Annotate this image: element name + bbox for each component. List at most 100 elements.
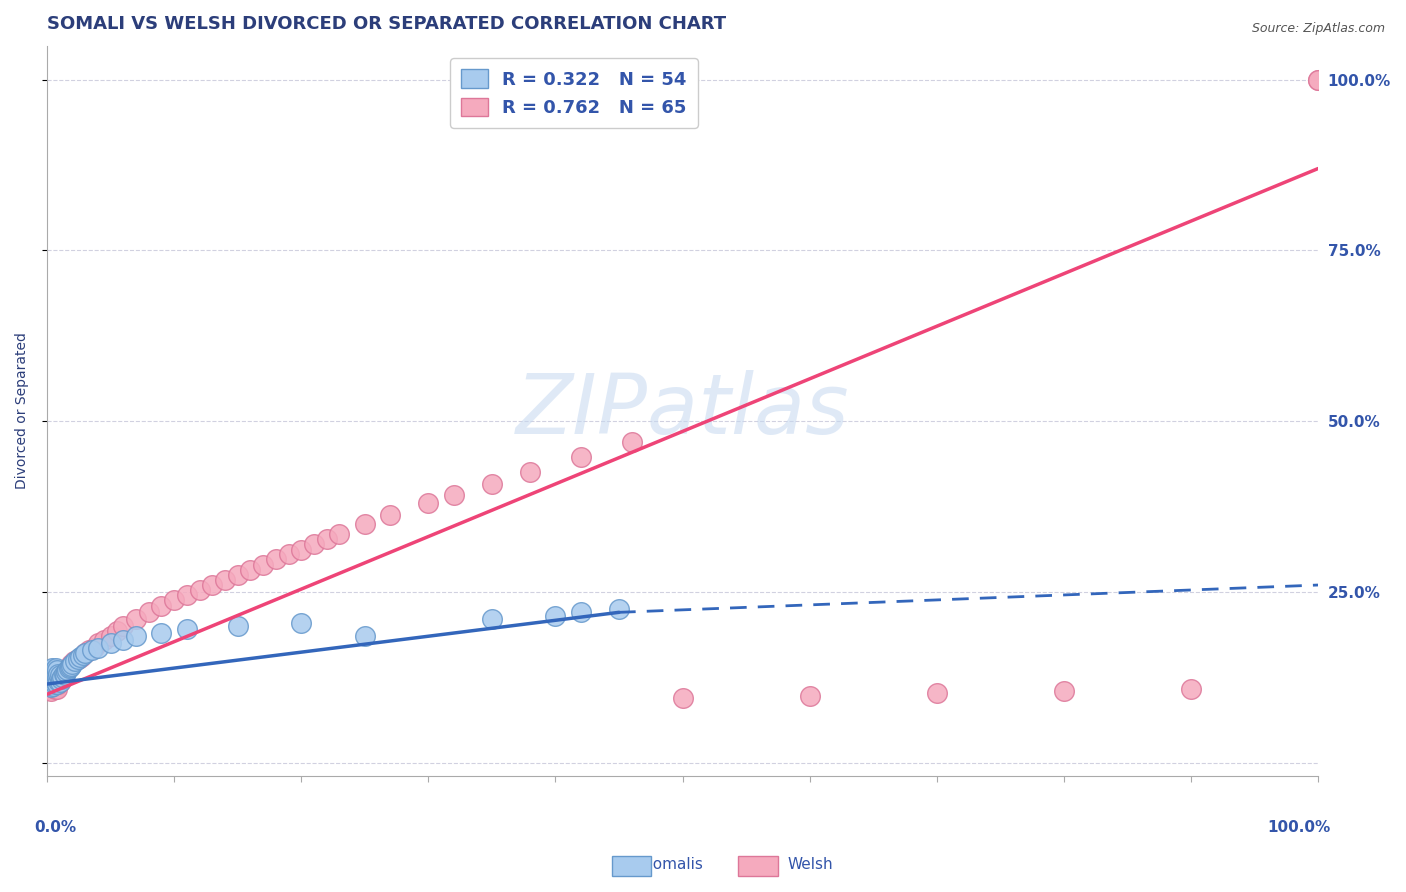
Point bbox=[188, 583, 211, 598]
Point bbox=[45, 668, 67, 682]
Point bbox=[55, 665, 77, 680]
Point bbox=[39, 673, 62, 688]
Point bbox=[201, 578, 224, 592]
Point bbox=[87, 640, 110, 655]
Point bbox=[353, 516, 375, 531]
Point bbox=[226, 567, 249, 582]
Point bbox=[138, 605, 160, 619]
Point bbox=[60, 657, 83, 671]
Point bbox=[87, 636, 110, 650]
Point bbox=[45, 661, 67, 675]
Point bbox=[41, 661, 63, 675]
Point bbox=[290, 542, 312, 557]
Point bbox=[37, 677, 59, 691]
Point bbox=[62, 657, 84, 671]
Text: 0.0%: 0.0% bbox=[34, 820, 76, 835]
Point bbox=[93, 632, 115, 647]
Point bbox=[49, 672, 72, 686]
Point bbox=[75, 646, 97, 660]
Point bbox=[39, 683, 62, 698]
Point bbox=[42, 665, 65, 680]
Point bbox=[69, 649, 91, 664]
Point bbox=[353, 629, 375, 643]
Point bbox=[569, 605, 592, 619]
Point bbox=[277, 547, 299, 561]
Point bbox=[239, 563, 262, 577]
Point bbox=[671, 690, 693, 705]
Point bbox=[51, 670, 73, 684]
Point bbox=[112, 619, 135, 633]
Point bbox=[41, 675, 63, 690]
Point bbox=[49, 675, 72, 690]
Point bbox=[52, 666, 75, 681]
Point bbox=[46, 677, 69, 691]
Point bbox=[380, 508, 402, 523]
Point bbox=[62, 655, 84, 669]
Point bbox=[42, 675, 65, 690]
Point bbox=[38, 675, 60, 690]
Point bbox=[55, 664, 77, 678]
Point bbox=[75, 646, 97, 660]
Point bbox=[290, 615, 312, 630]
Point bbox=[112, 632, 135, 647]
Point bbox=[41, 673, 63, 688]
Point bbox=[125, 612, 148, 626]
Point bbox=[39, 681, 62, 695]
Point bbox=[163, 593, 186, 607]
Point bbox=[46, 664, 69, 678]
Y-axis label: Divorced or Separated: Divorced or Separated bbox=[15, 333, 30, 490]
Point bbox=[38, 670, 60, 684]
Point bbox=[37, 681, 59, 696]
Point bbox=[70, 649, 93, 664]
Point bbox=[620, 72, 643, 87]
Point bbox=[42, 679, 65, 693]
Point bbox=[1180, 681, 1202, 696]
Point bbox=[46, 675, 69, 690]
Point bbox=[607, 602, 630, 616]
Point bbox=[46, 681, 69, 696]
Point bbox=[42, 679, 65, 693]
Point bbox=[1053, 683, 1076, 698]
Point bbox=[49, 673, 72, 688]
Point bbox=[41, 668, 63, 682]
Point bbox=[1306, 72, 1329, 87]
Point bbox=[60, 658, 83, 673]
Point bbox=[214, 573, 236, 587]
Point bbox=[66, 652, 89, 666]
Text: 100.0%: 100.0% bbox=[1267, 820, 1330, 835]
Point bbox=[41, 681, 63, 695]
Point bbox=[226, 619, 249, 633]
Legend: R = 0.322   N = 54, R = 0.762   N = 65: R = 0.322 N = 54, R = 0.762 N = 65 bbox=[450, 58, 697, 128]
Point bbox=[315, 532, 337, 546]
Point bbox=[125, 629, 148, 643]
Point bbox=[302, 537, 325, 551]
Point bbox=[443, 488, 465, 502]
Point bbox=[42, 672, 65, 686]
Text: SOMALI VS WELSH DIVORCED OR SEPARATED CORRELATION CHART: SOMALI VS WELSH DIVORCED OR SEPARATED CO… bbox=[46, 15, 725, 33]
Point bbox=[63, 655, 86, 669]
Point bbox=[44, 677, 66, 691]
Point bbox=[49, 675, 72, 690]
Point bbox=[45, 679, 67, 693]
Point bbox=[481, 477, 503, 491]
Point bbox=[105, 624, 128, 639]
Text: Source: ZipAtlas.com: Source: ZipAtlas.com bbox=[1251, 22, 1385, 36]
Point bbox=[52, 666, 75, 681]
Point bbox=[100, 629, 122, 643]
Point bbox=[925, 686, 948, 700]
Text: ZIPatlas: ZIPatlas bbox=[516, 370, 849, 451]
Point bbox=[38, 679, 60, 693]
Point bbox=[620, 434, 643, 449]
Point bbox=[418, 496, 440, 510]
Point bbox=[176, 623, 198, 637]
Point bbox=[39, 666, 62, 681]
Point bbox=[44, 664, 66, 678]
Point bbox=[481, 612, 503, 626]
Point bbox=[51, 670, 73, 684]
Point bbox=[48, 677, 70, 691]
Point bbox=[58, 660, 80, 674]
Point bbox=[264, 552, 287, 566]
Point bbox=[799, 689, 821, 703]
Point bbox=[1306, 72, 1329, 87]
Point bbox=[46, 670, 69, 684]
